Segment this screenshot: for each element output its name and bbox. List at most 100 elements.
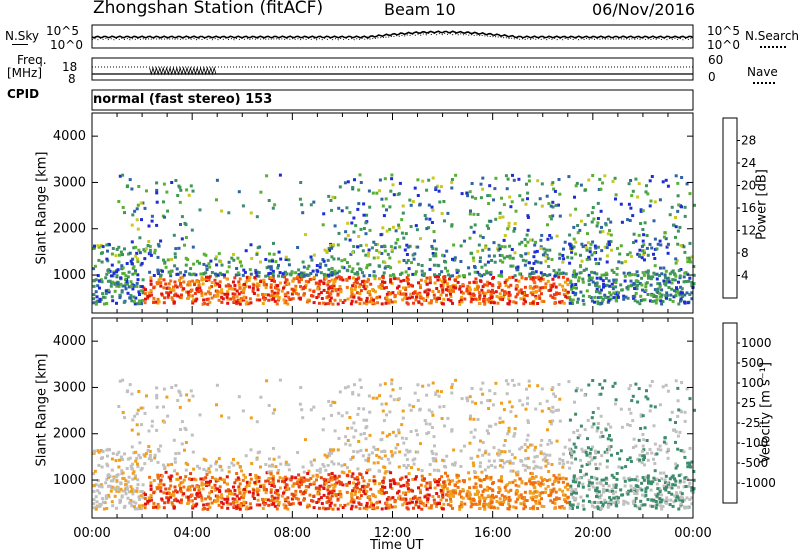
power-cell [381,280,384,284]
power-cell [406,245,410,249]
velocity-cell [370,503,374,507]
power-cell [328,299,332,302]
power-cell [490,296,494,300]
power-cell [606,243,610,246]
velocity-cell [416,383,420,387]
velocity-cell [498,458,502,462]
power-cell [601,181,604,185]
power-cell [445,293,448,297]
velocity-cell [632,437,636,441]
power-cell [614,285,618,289]
velocity-cell [503,497,507,501]
velocity-cell [126,480,130,484]
power-cell [236,256,240,260]
power-cell [414,270,418,274]
power-cell [143,249,147,253]
power-cell [312,253,316,257]
power-cell [186,290,190,294]
power-cell [220,295,224,299]
velocity-cell [298,480,302,484]
velocity-cell [423,419,427,422]
velocity-cell [237,478,241,482]
power-cell [371,300,375,304]
velocity-cell [238,491,242,495]
power-cell [376,242,380,246]
velocity-cell [226,506,230,510]
power-cell [626,253,630,257]
power-cell [413,291,416,295]
power-cell [589,278,593,282]
velocity-cell [146,501,150,505]
power-cell [362,227,366,230]
power-cell [370,296,373,300]
velocity-cell [516,497,520,501]
power-cell [558,300,562,304]
power-cell [684,280,688,283]
power-cell [522,298,526,302]
velocity-cell [339,481,343,485]
power-cell [525,182,528,186]
power-cell [340,209,344,213]
power-cell [658,282,662,286]
velocity-cell [640,488,644,492]
power-cell [220,273,224,277]
velocity-cell [330,451,334,455]
power-cell [594,282,598,286]
velocity-cell [231,497,235,501]
velocity-cell [422,479,426,482]
power-cell [450,186,454,190]
power-cell [393,300,397,304]
power-cell [367,189,371,193]
velocity-cell [387,503,391,507]
power-cell [362,202,366,206]
power-cell [682,300,686,304]
velocity-cell [639,413,643,417]
power-cell [463,239,466,243]
power-cell [622,294,626,298]
power-cell [129,284,133,288]
velocity-cell [135,489,139,493]
power-cell [277,288,281,292]
power-cell [193,283,196,287]
power-cell [503,234,507,237]
power-cell [547,202,551,206]
velocity-cell [420,507,424,511]
power-cell [601,229,605,233]
power-cell [106,288,110,292]
velocity-cell [581,485,585,489]
velocity-cell [380,507,384,511]
velocity-cell [93,469,97,473]
velocity-cell [385,497,389,501]
power-cell [655,247,659,251]
velocity-cell [210,490,214,494]
power-cell [394,241,398,245]
power-cell [664,178,668,182]
velocity-cell [479,439,482,443]
velocity-cell [272,502,275,506]
freq-panel-frame [91,57,694,81]
velocity-cell [248,473,252,477]
velocity-ytick-label: 3000 [53,380,86,395]
power-cell [315,273,318,277]
power-cell [259,280,263,284]
velocity-cell [244,454,248,458]
power-cell [188,283,192,287]
power-cell [153,248,157,252]
power-cell [272,241,275,245]
velocity-cell [441,458,445,462]
power-cell [546,279,550,283]
power-cell [551,200,555,204]
power-cell [249,272,253,276]
power-cell [650,175,654,178]
power-cell [173,293,177,297]
velocity-cell [195,492,199,496]
power-cell [497,274,501,278]
velocity-cell [276,471,280,475]
power-cell [332,282,336,285]
power-cell [385,296,389,299]
power-cell [378,295,382,299]
velocity-cell [397,496,400,500]
velocity-cell [658,500,662,504]
power-cell [549,283,553,287]
velocity-cell [669,498,673,502]
